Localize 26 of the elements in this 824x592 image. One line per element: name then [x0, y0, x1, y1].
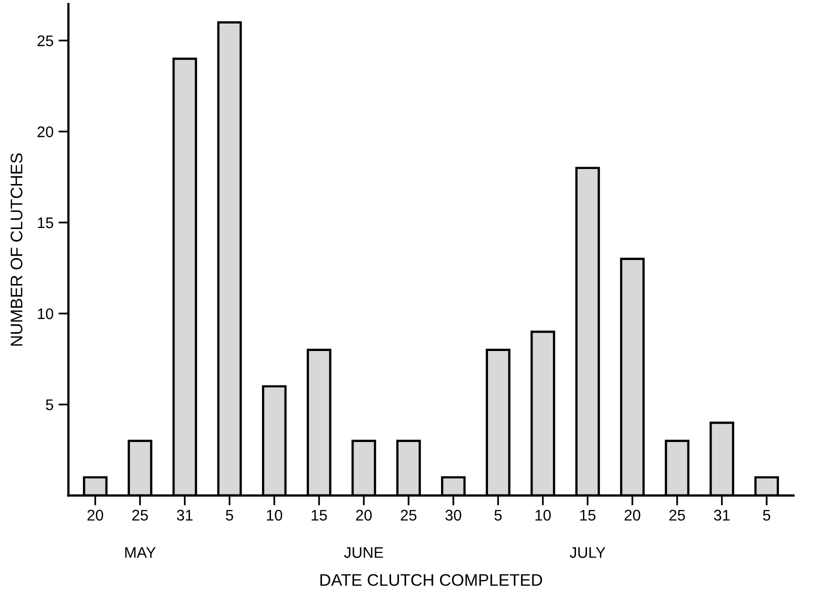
x-tick-label: 31: [176, 510, 193, 521]
x-tick-label: 10: [266, 510, 282, 521]
x-tick-label: 25: [132, 510, 148, 521]
text: JUNE: [344, 547, 384, 558]
x-tick-label: 15: [312, 510, 327, 521]
x-tick-label: 5: [494, 510, 502, 521]
x-tick-label: 5: [763, 510, 770, 521]
x-tick-label: 5: [226, 510, 234, 521]
text: JULY: [570, 547, 606, 558]
y-tick-label: 25: [38, 35, 54, 46]
text: MAY: [125, 547, 156, 558]
x-tick-label: 10: [536, 510, 551, 521]
y-tick-label: 5: [46, 400, 54, 410]
y-axis-title: NUMBER OF CLUTCHES: [10, 153, 22, 346]
x-tick-label: 15: [580, 510, 596, 521]
x-tick-label: 20: [88, 510, 104, 521]
x-axis-title: DATE CLUTCH COMPLETED: [320, 574, 542, 586]
y-tick-label: 10: [38, 308, 54, 320]
x-tick-label: 25: [669, 510, 685, 521]
x-tick-label: 31: [714, 510, 730, 521]
x-tick-label: 30: [445, 510, 462, 521]
y-tick-label: 15: [38, 218, 54, 228]
x-tick-label: 20: [356, 510, 372, 521]
x-tick-label: 25: [400, 510, 416, 521]
y-tick-label: 20: [38, 126, 54, 138]
x-tick-label: 20: [624, 510, 640, 521]
